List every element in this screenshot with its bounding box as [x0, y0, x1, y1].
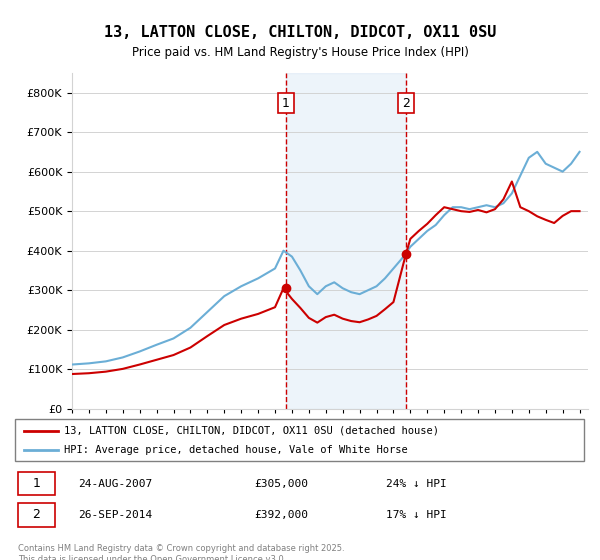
Text: 1: 1 [32, 477, 40, 490]
Text: HPI: Average price, detached house, Vale of White Horse: HPI: Average price, detached house, Vale… [64, 445, 407, 455]
Bar [18, 472, 55, 496]
Text: 13, LATTON CLOSE, CHILTON, DIDCOT, OX11 0SU: 13, LATTON CLOSE, CHILTON, DIDCOT, OX11 … [104, 25, 496, 40]
Text: 24-AUG-2007: 24-AUG-2007 [78, 479, 152, 488]
Text: £305,000: £305,000 [254, 479, 308, 488]
Bar [18, 503, 55, 526]
Text: 13, LATTON CLOSE, CHILTON, DIDCOT, OX11 0SU (detached house): 13, LATTON CLOSE, CHILTON, DIDCOT, OX11 … [64, 426, 439, 436]
Text: 2: 2 [32, 508, 40, 521]
Text: 26-SEP-2014: 26-SEP-2014 [78, 510, 152, 520]
Text: 2: 2 [402, 96, 410, 110]
Text: 17% ↓ HPI: 17% ↓ HPI [386, 510, 447, 520]
Text: Contains HM Land Registry data © Crown copyright and database right 2025.
This d: Contains HM Land Registry data © Crown c… [18, 544, 344, 560]
Text: 1: 1 [282, 96, 290, 110]
Bar [286, 73, 406, 409]
Text: £392,000: £392,000 [254, 510, 308, 520]
Text: 24% ↓ HPI: 24% ↓ HPI [386, 479, 447, 488]
Text: Price paid vs. HM Land Registry's House Price Index (HPI): Price paid vs. HM Land Registry's House … [131, 46, 469, 59]
